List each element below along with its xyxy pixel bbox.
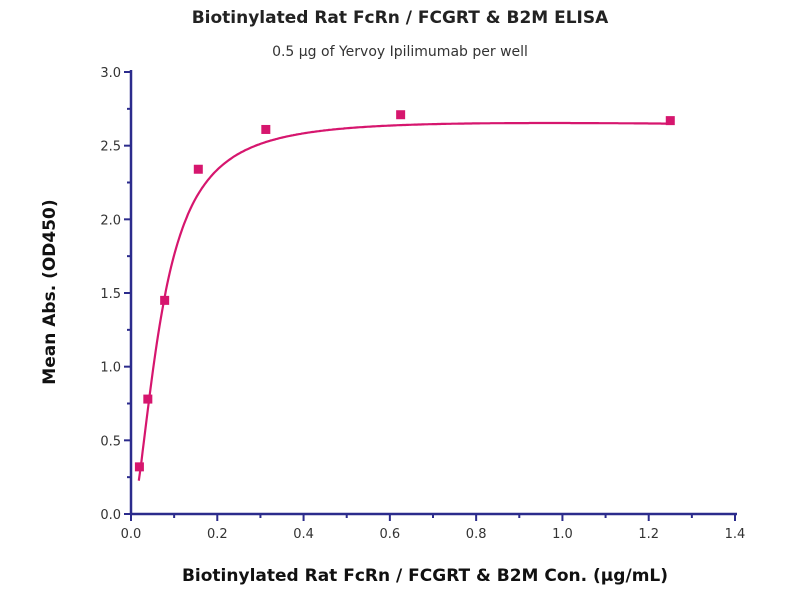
y-tick-label: 0.5 [100,434,121,449]
x-tick-label: 0.0 [121,527,142,542]
chart-title: Biotinylated Rat FcRn / FCGRT & B2M ELIS… [191,8,609,28]
x-tick-label: 0.4 [293,527,314,542]
y-tick-label: 1.0 [100,361,121,376]
data-point [160,295,170,305]
y-tick-label: 1.5 [100,287,121,302]
x-tick-label: 1.4 [725,527,746,542]
chart-subtitle: 0.5 µg of Yervoy Ipilimumab per well [272,44,528,60]
data-point [396,110,406,120]
y-tick-label: 2.0 [100,213,121,228]
x-tick-label: 0.2 [207,527,228,542]
data-point [143,394,153,404]
y-tick-label: 2.5 [100,140,121,155]
fit-curve [137,121,670,481]
x-tick-label: 1.0 [552,527,573,542]
data-point [134,462,144,472]
data-point [665,116,675,126]
x-tick-label: 1.2 [638,527,659,542]
x-tick-label: 0.6 [380,527,401,542]
y-tick-label: 0.0 [100,508,121,523]
data-point [193,164,203,174]
y-tick-label: 3.0 [100,66,121,81]
x-tick-label: 0.8 [466,527,487,542]
data-point [261,124,271,134]
x-axis-label: Biotinylated Rat FcRn / FCGRT & B2M Con.… [181,566,669,586]
